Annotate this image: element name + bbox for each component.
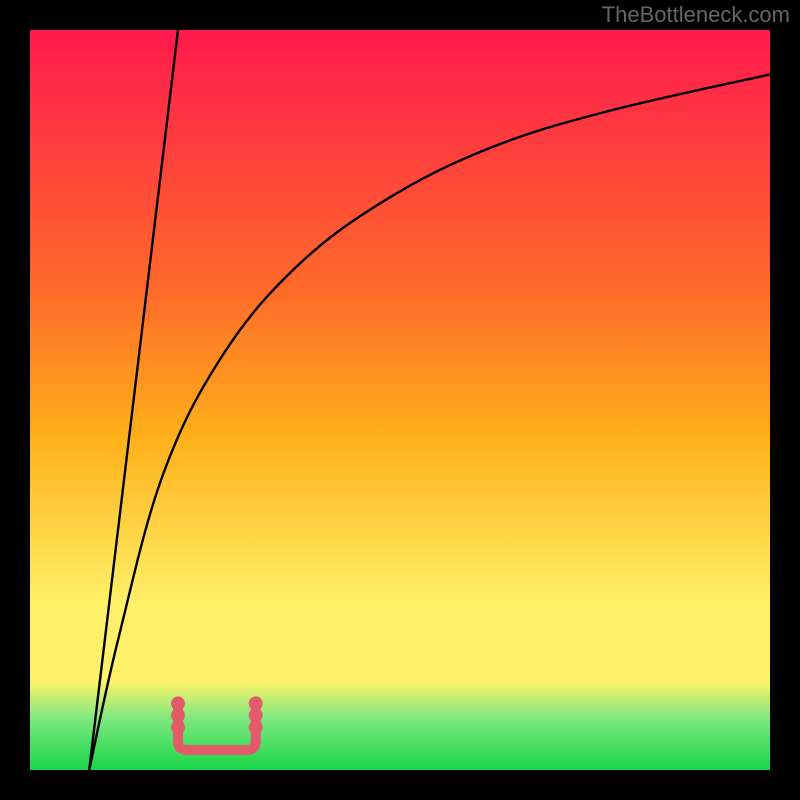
chart-frame: TheBottleneck.com bbox=[0, 0, 800, 800]
marker-dot bbox=[249, 720, 263, 734]
curve-layer bbox=[30, 30, 770, 770]
marker-dot bbox=[249, 696, 263, 710]
marker-dot bbox=[171, 696, 185, 710]
curve-right-branch bbox=[89, 74, 770, 770]
marker-u-shape bbox=[178, 703, 256, 750]
curve-left-branch bbox=[89, 30, 178, 770]
marker-dot bbox=[171, 720, 185, 734]
watermark-text: TheBottleneck.com bbox=[602, 2, 790, 28]
marker-dot bbox=[249, 708, 263, 722]
marker-dot bbox=[171, 708, 185, 722]
